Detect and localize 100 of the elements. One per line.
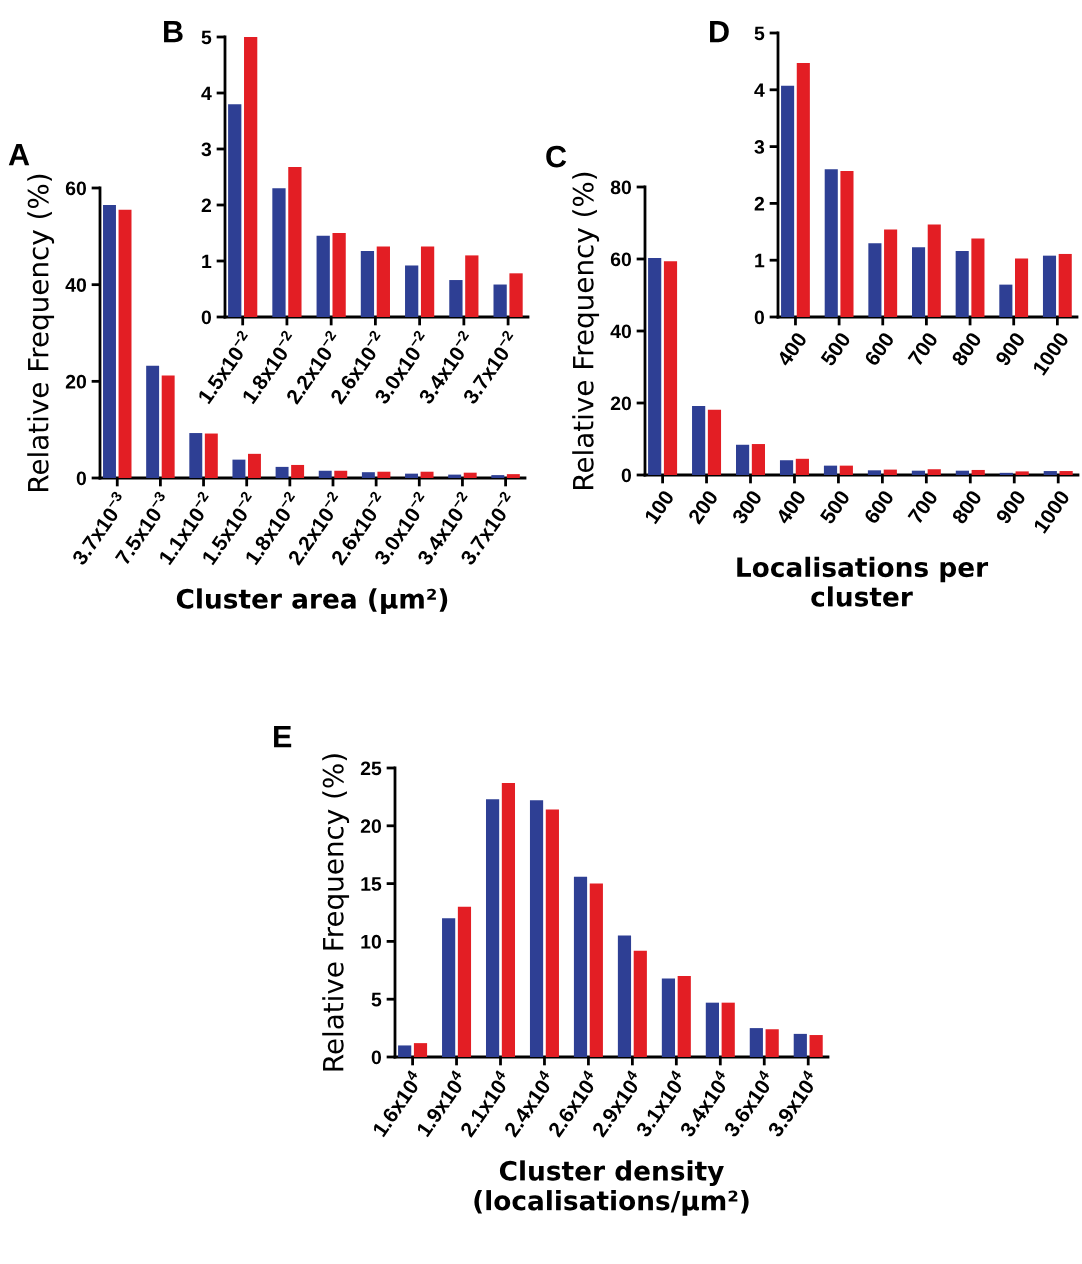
y-tick-label: 60 xyxy=(65,181,87,196)
x-tick-label: 500 xyxy=(819,331,852,367)
chart-title: E xyxy=(274,726,292,748)
x-axis-title: Cluster area (μm²) xyxy=(176,588,448,614)
x-tick-label: 700 xyxy=(907,331,939,367)
bar xyxy=(545,809,559,1057)
chart-title: D xyxy=(710,21,729,43)
bar xyxy=(288,166,302,317)
bar xyxy=(736,444,750,475)
bar xyxy=(405,473,418,478)
bar xyxy=(955,251,969,317)
bar xyxy=(189,433,203,478)
y-tick-label: 25 xyxy=(360,761,382,776)
x-tick-label: 800 xyxy=(950,331,983,367)
chart-title: A xyxy=(8,144,30,166)
y-tick-label: 60 xyxy=(610,252,632,267)
bar xyxy=(332,233,346,317)
chart-title: B xyxy=(164,21,183,43)
bar xyxy=(529,800,544,1057)
bar xyxy=(912,247,926,317)
bar xyxy=(927,469,941,475)
y-tick-label: 5 xyxy=(754,26,765,41)
bar xyxy=(272,188,286,317)
bar xyxy=(648,257,662,475)
x-axis-title: Localisations per cluster xyxy=(737,556,989,607)
y-tick-label: 20 xyxy=(360,819,382,834)
bar xyxy=(883,469,897,475)
y-tick-label: 5 xyxy=(371,992,382,1007)
bar xyxy=(103,204,116,478)
bar xyxy=(457,906,472,1057)
bar xyxy=(377,471,391,478)
bar xyxy=(840,171,854,317)
bar xyxy=(793,1033,807,1057)
bar xyxy=(316,235,330,317)
bar xyxy=(118,209,132,478)
x-tick-label: 800 xyxy=(951,489,983,525)
bar xyxy=(617,935,632,1057)
bar xyxy=(796,63,810,317)
x-tick-label: 500 xyxy=(819,489,851,525)
x-tick-label: 600 xyxy=(863,331,895,367)
y-tick-label: 1 xyxy=(755,253,765,268)
bar xyxy=(247,453,261,478)
bar xyxy=(971,469,985,475)
bar xyxy=(334,470,348,478)
y-tick-label: 20 xyxy=(610,396,632,411)
x-tick-label: 400 xyxy=(775,489,807,526)
bar xyxy=(275,466,289,478)
bar xyxy=(781,85,795,317)
bar xyxy=(493,284,507,317)
bar xyxy=(509,273,523,317)
y-tick-label: 20 xyxy=(65,374,87,389)
x-axis-title: Cluster density (localisations/μm²) xyxy=(474,1160,749,1216)
y-tick-label: 0 xyxy=(371,1050,382,1065)
bar xyxy=(971,238,985,317)
y-tick-label: 0 xyxy=(754,310,765,325)
y-tick-label: 10 xyxy=(361,934,382,949)
bar xyxy=(413,1043,428,1057)
bar xyxy=(661,978,676,1057)
x-tick-label: 300 xyxy=(731,489,763,526)
bar xyxy=(398,1045,412,1057)
y-tick-label: 40 xyxy=(65,278,87,292)
bar xyxy=(291,464,305,478)
bar xyxy=(1043,471,1057,475)
x-tick-label: 700 xyxy=(907,489,939,525)
bar xyxy=(465,255,479,317)
bar xyxy=(911,470,926,475)
bar xyxy=(927,224,941,317)
bar xyxy=(765,1029,779,1057)
bar xyxy=(360,250,375,317)
bar xyxy=(420,471,434,478)
y-tick-label: 3 xyxy=(201,142,212,157)
bar xyxy=(232,459,246,478)
y-tick-label: 0 xyxy=(76,471,87,486)
bar xyxy=(663,261,678,475)
bar xyxy=(161,375,175,478)
bar xyxy=(463,472,477,478)
bar xyxy=(449,280,463,317)
bar xyxy=(749,1028,763,1057)
bar xyxy=(420,246,435,317)
bar xyxy=(228,104,242,317)
y-tick-label: 4 xyxy=(201,86,212,101)
y-tick-label: 4 xyxy=(754,83,765,97)
chart-title: C xyxy=(546,145,567,168)
bar xyxy=(867,470,882,475)
bar xyxy=(1059,471,1073,475)
bar xyxy=(442,918,456,1057)
bar xyxy=(955,470,969,475)
bar xyxy=(491,475,505,478)
bar xyxy=(705,1002,719,1057)
y-tick-label: 80 xyxy=(610,180,632,195)
bar xyxy=(795,458,809,475)
bar xyxy=(999,472,1013,475)
bar xyxy=(824,169,838,317)
y-tick-label: 3 xyxy=(754,140,765,154)
bar xyxy=(1015,258,1029,317)
bar xyxy=(486,799,500,1057)
bar xyxy=(868,243,882,317)
y-tick-label: 2 xyxy=(201,198,212,213)
bar xyxy=(677,976,691,1057)
bar xyxy=(506,474,520,478)
